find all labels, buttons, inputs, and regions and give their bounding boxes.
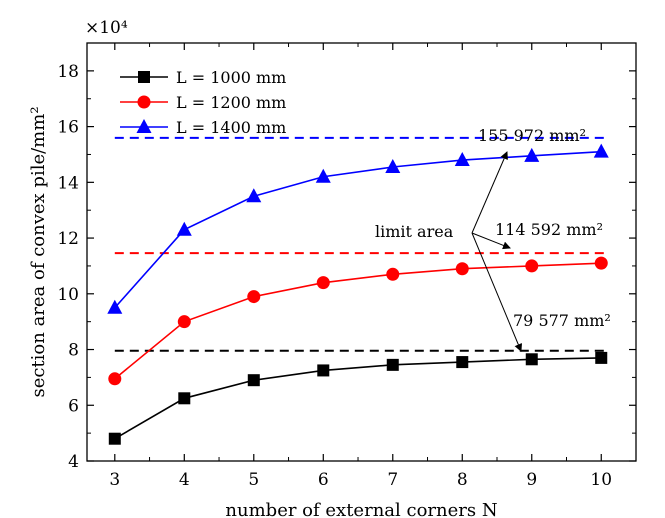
series-2 [107, 136, 609, 314]
data-point-1 [594, 256, 608, 270]
y-tick-label: 18 [57, 62, 79, 82]
data-point-1 [455, 262, 469, 276]
data-point-0 [247, 374, 260, 387]
legend-item-2: L = 1400 mm [120, 118, 286, 137]
series-line-0 [114, 357, 602, 440]
annot-arrow-1200 [471, 232, 511, 250]
data-point-2 [315, 168, 331, 183]
data-point-2 [107, 299, 123, 314]
data-point-1 [177, 315, 191, 329]
data-point-0 [456, 356, 469, 369]
plot-frame [86, 42, 637, 462]
x-axis-title: number of external corners N [225, 500, 497, 518]
x-tick-label: 6 [318, 470, 329, 490]
x-tick-label: 4 [179, 470, 190, 490]
x-tick-label: 5 [248, 470, 259, 490]
legend-marker [136, 119, 152, 133]
legend-item-0: L = 1000 mm [120, 68, 286, 87]
limit-area-label: limit area [375, 222, 454, 241]
data-point-1 [247, 290, 261, 304]
data-point-0 [386, 358, 399, 371]
data-point-0 [525, 353, 538, 366]
annot-arrow-1000 [471, 232, 523, 352]
data-point-2 [524, 147, 540, 162]
legend-label: L = 1400 mm [176, 118, 286, 137]
data-point-2 [246, 188, 262, 203]
y-axis-title: section area of convex pile/mm² [28, 106, 49, 397]
y-tick-label: 4 [68, 452, 79, 472]
legend-label: L = 1000 mm [176, 68, 286, 87]
limit-value-1400: 155 972 mm² [478, 126, 586, 145]
x-tick-label: 8 [457, 470, 468, 490]
legend-item-1: L = 1200 mm [120, 93, 286, 112]
data-point-1 [525, 259, 539, 273]
data-point-0 [108, 432, 121, 445]
x-tick-label: 3 [109, 470, 120, 490]
data-point-0 [317, 364, 330, 377]
series-1 [108, 252, 608, 386]
data-point-2 [454, 152, 470, 167]
data-point-1 [386, 267, 400, 281]
legend-marker [138, 71, 150, 83]
data-point-1 [108, 372, 122, 386]
limit-value-1000: 79 577 mm² [513, 311, 611, 330]
series-line-2 [114, 150, 602, 309]
y-tick-label: 10 [57, 285, 79, 305]
y-tick-label: 16 [57, 118, 79, 138]
data-point-2 [385, 159, 401, 174]
x-tick-label: 7 [387, 470, 398, 490]
series-line-1 [114, 262, 602, 380]
annot-arrow-1400 [471, 151, 508, 234]
data-point-0 [595, 351, 608, 364]
x-tick-label: 9 [526, 470, 537, 490]
data-point-2 [176, 221, 192, 236]
y-tick-label: 8 [68, 341, 79, 361]
y-tick-label: 14 [57, 173, 79, 193]
data-point-0 [178, 392, 191, 405]
x-tick-label: 10 [590, 470, 612, 490]
data-point-2 [593, 143, 609, 158]
y-multiplier: ×10⁴ [85, 18, 128, 38]
limit-value-1200: 114 592 mm² [495, 220, 603, 239]
legend-marker [137, 95, 151, 109]
y-tick-label: 6 [68, 396, 79, 416]
legend-label: L = 1200 mm [176, 93, 286, 112]
series-0 [108, 349, 608, 445]
y-tick-label: 12 [57, 229, 79, 249]
data-point-1 [316, 276, 330, 290]
